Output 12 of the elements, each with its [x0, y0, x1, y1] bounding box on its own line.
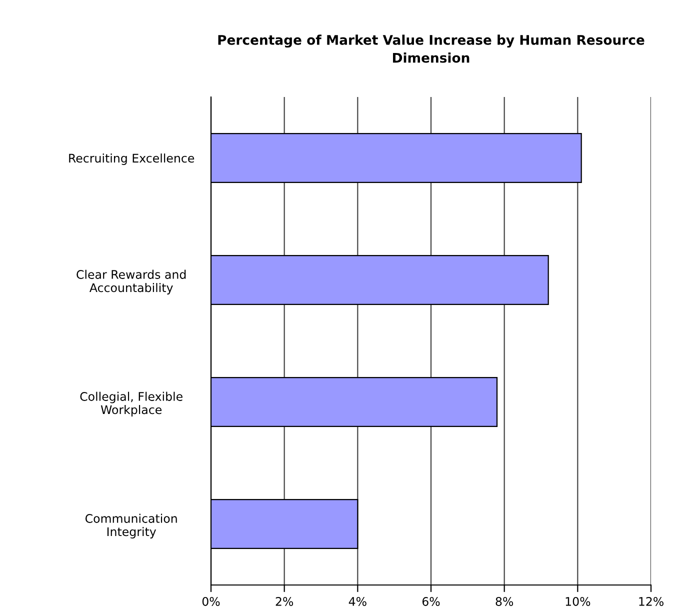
y-tick-label: Clear Rewards and Accountability [76, 270, 186, 294]
chart-title: Percentage of Market Value Increase by Human Resource Dimension [218, 34, 644, 63]
y-tick-label: Collegial, Flexible Workplace [80, 392, 182, 416]
x-tick-label: 0% [202, 597, 220, 606]
x-tick-label: 2% [276, 597, 294, 606]
y-tick-label: Recruiting Excellence [69, 154, 194, 165]
x-tick-label: 10% [566, 597, 590, 606]
x-tick-label: 8% [496, 597, 514, 606]
y-tick-label: Communication Integrity [85, 514, 177, 538]
x-tick-label: 6% [422, 597, 440, 606]
x-tick-label: 12% [639, 597, 664, 606]
x-tick-label: 4% [348, 597, 366, 606]
